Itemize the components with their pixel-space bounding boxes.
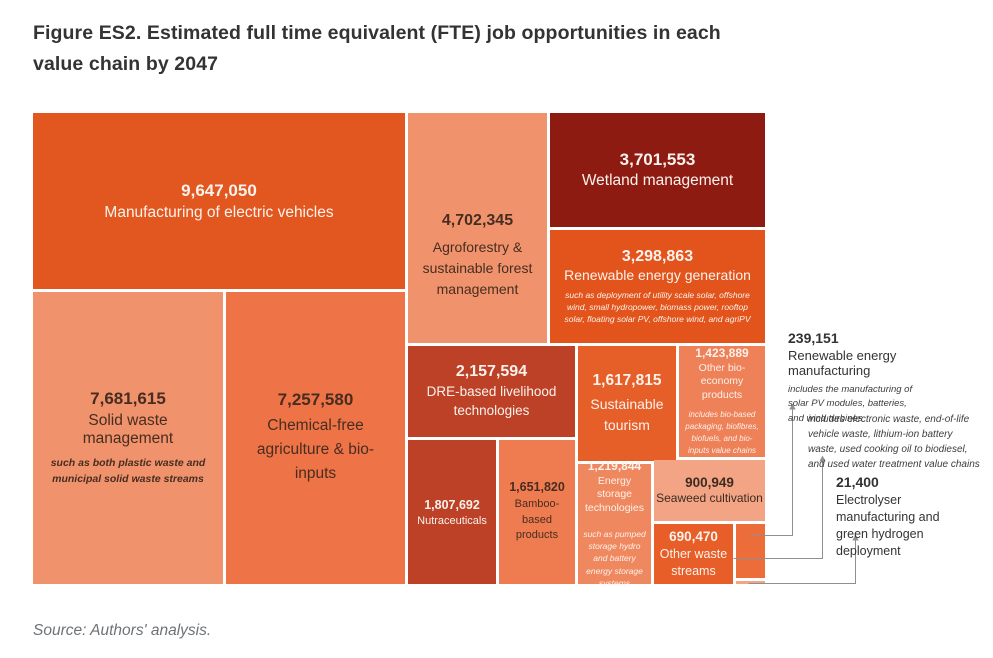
treemap-block-wetland-management: 3,701,553 Wetland management xyxy=(550,113,765,227)
treemap-block-sustainable-tourism: 1,617,815 Sustainable tourism xyxy=(578,346,676,461)
treemap-block-chemical-free-agriculture: 7,257,580 Chemical-free agriculture & bi… xyxy=(226,292,405,584)
treemap-block-agroforestry: 4,702,345 Agroforestry & sustainable for… xyxy=(408,113,547,343)
block-label: Manufacturing of electric vehicles xyxy=(104,203,334,221)
block-value: 3,298,863 xyxy=(621,247,694,265)
figure-title: Figure ES2. Estimated full time equivale… xyxy=(33,18,813,80)
block-label: Seaweed cultivation xyxy=(656,491,763,505)
block-label: Other waste streams xyxy=(659,547,728,578)
block-label: Renewable energy generation xyxy=(564,266,751,283)
block-note: includes bio-based packaging, biofibres,… xyxy=(685,410,759,456)
block-label: Solid waste management xyxy=(82,412,174,448)
block-note: such as deployment of utility scale sola… xyxy=(564,289,751,325)
figure-title-line2: value chain by 2047 xyxy=(33,53,219,75)
block-value: 900,949 xyxy=(685,475,734,490)
block-label: Nutraceuticals xyxy=(417,514,487,527)
annotation-label: Electrolyser manufacturing and green hyd… xyxy=(836,493,940,558)
treemap-block-renewable-energy-manufacturing xyxy=(736,524,765,578)
annotation-label: Renewable energy manufacturing xyxy=(788,348,897,378)
annotation-value: 21,400 xyxy=(836,474,879,490)
annotation-value: 239,151 xyxy=(788,330,839,346)
annotation-electrolyser: 21,400 Electrolyser manufacturing and gr… xyxy=(836,474,974,560)
block-value: 7,681,615 xyxy=(90,389,166,409)
block-value: 1,219,844 xyxy=(587,458,642,473)
source-note: Source: Authors' analysis. xyxy=(33,622,212,639)
block-value: 2,157,594 xyxy=(455,363,528,381)
block-value: 4,702,345 xyxy=(441,212,514,229)
block-label: Energy storage technologies xyxy=(585,474,644,515)
treemap-block-energy-storage: 1,219,844 Energy storage technologies su… xyxy=(578,459,651,588)
block-label: Agroforestry & sustainable forest manage… xyxy=(422,239,533,297)
treemap-block-bamboo-products: 1,651,820 Bamboo-based products xyxy=(499,440,575,584)
block-note: such as pumped storage hydro and battery… xyxy=(583,528,646,588)
treemap-block-electric-vehicles: 9,647,050 Manufacturing of electric vehi… xyxy=(33,113,405,289)
block-value: 9,647,050 xyxy=(181,180,257,200)
treemap-block-solid-waste: 7,681,615 Solid waste management such as… xyxy=(33,292,223,584)
block-label: Sustainable tourism xyxy=(590,396,664,433)
block-label: Wetland management xyxy=(581,172,734,189)
treemap-block-seaweed-cultivation: 900,949 Seaweed cultivation xyxy=(654,460,765,521)
block-value: 7,257,580 xyxy=(277,389,354,409)
annotation-note: includes the manufacturing of solar PV m… xyxy=(788,384,913,424)
treemap-block-dre-livelihood: 2,157,594 DRE-based livelihood technolog… xyxy=(408,346,575,437)
block-value: 1,423,889 xyxy=(695,345,749,360)
figure-title-line1: Figure ES2. Estimated full time equivale… xyxy=(33,22,721,44)
block-value: 1,617,815 xyxy=(592,372,662,390)
block-value: 3,701,553 xyxy=(619,150,696,169)
treemap-block-renewable-energy-generation: 3,298,863 Renewable energy generation su… xyxy=(550,230,765,343)
treemap-block-other-waste-streams: 690,470 Other waste streams xyxy=(654,524,733,584)
block-label: Chemical-free agriculture & bio-inputs xyxy=(256,416,375,482)
block-note: such as both plastic waste and municipal… xyxy=(50,457,206,485)
block-value: 1,807,692 xyxy=(424,497,480,512)
treemap-block-nutraceuticals: 1,807,692 Nutraceuticals xyxy=(408,440,496,584)
block-value: 1,651,820 xyxy=(509,480,565,495)
block-value: 690,470 xyxy=(669,529,718,545)
annotation-other-waste-note: includes electronic waste, end-of-life v… xyxy=(808,414,980,470)
block-label: DRE-based livelihood technologies xyxy=(426,384,557,418)
treemap-block-electrolyser xyxy=(736,581,765,584)
block-label: Other bio-economy products xyxy=(698,361,746,401)
annotation-renewable-energy-manufacturing: 239,151 Renewable energy manufacturing i… xyxy=(788,330,978,426)
block-label: Bamboo-based products xyxy=(514,498,560,542)
treemap-block-other-bioeconomy: 1,423,889 Other bio-economy products inc… xyxy=(679,346,765,457)
